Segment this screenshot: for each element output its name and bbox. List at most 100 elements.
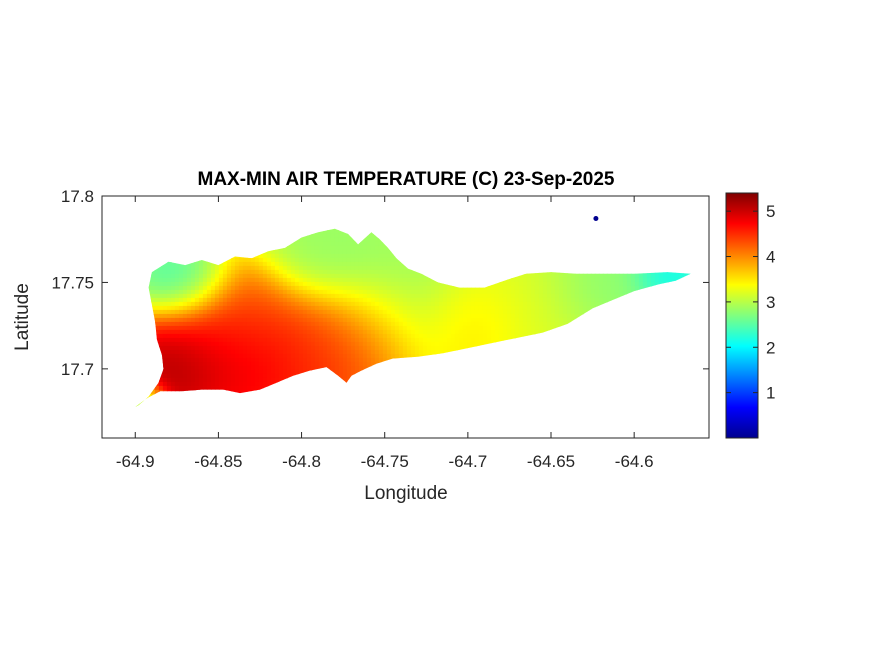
heatmap-cell bbox=[270, 305, 276, 311]
heatmap-cell bbox=[286, 361, 292, 367]
heatmap-cell bbox=[190, 385, 196, 391]
heatmap-cell bbox=[410, 353, 416, 359]
heatmap-cell bbox=[418, 321, 424, 327]
heatmap-cell bbox=[286, 269, 292, 275]
heatmap-cell bbox=[274, 281, 280, 287]
heatmap-cell bbox=[378, 309, 384, 315]
heatmap-cell bbox=[514, 305, 520, 311]
heatmap-cell bbox=[498, 293, 504, 299]
heatmap-cell bbox=[306, 297, 312, 303]
heatmap-cell bbox=[150, 273, 156, 279]
heatmap-cell bbox=[326, 249, 332, 255]
heatmap-cell bbox=[162, 325, 168, 331]
heatmap-cell bbox=[314, 273, 320, 279]
heatmap-cell bbox=[406, 297, 412, 303]
heatmap-cell bbox=[246, 285, 252, 291]
heatmap-cell bbox=[310, 297, 316, 303]
heatmap-cell bbox=[430, 305, 436, 311]
heatmap-cell bbox=[322, 269, 328, 275]
heatmap-cell bbox=[206, 313, 212, 319]
heatmap-cell bbox=[206, 273, 212, 279]
heatmap-cell bbox=[198, 325, 204, 331]
heatmap-cell bbox=[166, 365, 172, 371]
heatmap-cell bbox=[290, 253, 296, 259]
heatmap-cell bbox=[522, 281, 528, 287]
heatmap-cell bbox=[406, 325, 412, 331]
heatmap-cell bbox=[306, 333, 312, 339]
heatmap-cell bbox=[254, 333, 260, 339]
heatmap-cell bbox=[378, 241, 384, 247]
heatmap-cell bbox=[182, 349, 188, 355]
heatmap-cell bbox=[186, 381, 192, 387]
heatmap-cell bbox=[186, 345, 192, 351]
heatmap-cell bbox=[166, 289, 172, 295]
heatmap-cell bbox=[226, 325, 232, 331]
heatmap-cell bbox=[322, 309, 328, 315]
heatmap-cell bbox=[182, 333, 188, 339]
heatmap-cell bbox=[302, 305, 308, 311]
heatmap-cell bbox=[402, 285, 408, 291]
heatmap-cell bbox=[198, 349, 204, 355]
heatmap-cell bbox=[206, 285, 212, 291]
heatmap-cell bbox=[330, 353, 336, 359]
heatmap-cell bbox=[186, 313, 192, 319]
heatmap-cell bbox=[254, 365, 260, 371]
heatmap-cell bbox=[310, 265, 316, 271]
heatmap-cell bbox=[386, 293, 392, 299]
heatmap-cell bbox=[470, 293, 476, 299]
heatmap-cell bbox=[190, 333, 196, 339]
heatmap-cell bbox=[206, 321, 212, 327]
heatmap-cell bbox=[302, 361, 308, 367]
heatmap-cell bbox=[222, 301, 228, 307]
heatmap-cell bbox=[170, 313, 176, 319]
heatmap-cell bbox=[178, 301, 184, 307]
heatmap-cell bbox=[262, 265, 268, 271]
heatmap-cell bbox=[246, 357, 252, 363]
heatmap-cell bbox=[274, 321, 280, 327]
heatmap-cell bbox=[294, 365, 300, 371]
heatmap-cell bbox=[502, 317, 508, 323]
heatmap-cell bbox=[166, 369, 172, 375]
heatmap-cell bbox=[386, 333, 392, 339]
heatmap-cell bbox=[334, 325, 340, 331]
heatmap-cell bbox=[206, 293, 212, 299]
heatmap-cell bbox=[162, 357, 168, 363]
heatmap-cell bbox=[326, 293, 332, 299]
heatmap-cell bbox=[258, 281, 264, 287]
heatmap-cell bbox=[294, 313, 300, 319]
heatmap-cell bbox=[378, 261, 384, 267]
heatmap-cell bbox=[202, 353, 208, 359]
heatmap-cell bbox=[302, 337, 308, 343]
heatmap-cell bbox=[366, 293, 372, 299]
heatmap-cell bbox=[386, 341, 392, 347]
heatmap-cell bbox=[274, 373, 280, 379]
heatmap-cell bbox=[182, 377, 188, 383]
heatmap-cell bbox=[322, 241, 328, 247]
heatmap-cell bbox=[326, 353, 332, 359]
heatmap-cell bbox=[302, 313, 308, 319]
heatmap-cell bbox=[470, 309, 476, 315]
heatmap-cell bbox=[202, 305, 208, 311]
heatmap-cell bbox=[346, 289, 352, 295]
heatmap-cell bbox=[518, 313, 524, 319]
heatmap-cell bbox=[298, 325, 304, 331]
heatmap-cell bbox=[218, 301, 224, 307]
heatmap-cell bbox=[198, 269, 204, 275]
heatmap-cell bbox=[186, 333, 192, 339]
heatmap-cell bbox=[494, 333, 500, 339]
heatmap-cell bbox=[378, 293, 384, 299]
heatmap-cell bbox=[210, 305, 216, 311]
heatmap-cell bbox=[314, 245, 320, 251]
heatmap-cell bbox=[350, 301, 356, 307]
heatmap-cell bbox=[230, 385, 236, 391]
heatmap-cell bbox=[394, 341, 400, 347]
heatmap-cell bbox=[198, 293, 204, 299]
heatmap-cell bbox=[302, 281, 308, 287]
heatmap-cell bbox=[426, 301, 432, 307]
heatmap-cell bbox=[434, 341, 440, 347]
heatmap-cell bbox=[310, 317, 316, 323]
heatmap-cell bbox=[266, 309, 272, 315]
heatmap-cell bbox=[338, 337, 344, 343]
heatmap-cell bbox=[394, 345, 400, 351]
heatmap-cell bbox=[426, 321, 432, 327]
